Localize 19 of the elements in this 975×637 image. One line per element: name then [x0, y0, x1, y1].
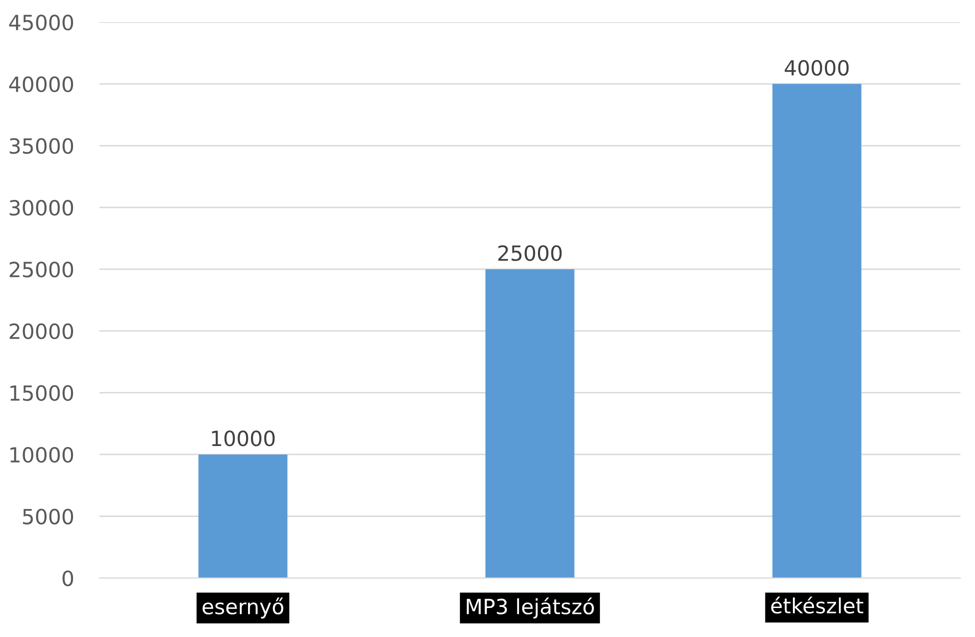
x-tick-label: étkészlet [771, 596, 864, 614]
y-tick-label: 10000 [10, 446, 74, 463]
y-tick-label: 35000 [10, 138, 74, 154]
y-tick-label: 25000 [10, 262, 74, 278]
data-label: 40000 [784, 60, 849, 76]
y-tick-label: 5000 [23, 508, 74, 524]
y-tick-label: 20000 [10, 323, 74, 340]
y-tick-label: 30000 [10, 200, 74, 216]
bar [485, 269, 574, 578]
y-tick-label: 15000 [10, 385, 74, 401]
x-tick-label: esernyő [202, 597, 284, 618]
bar [198, 454, 288, 578]
y-tick-label: 0 [62, 570, 74, 586]
data-label: 10000 [212, 430, 275, 446]
data-label: 25000 [498, 245, 562, 262]
bar [772, 84, 862, 578]
y-tick-label: 45000 [9, 14, 74, 30]
y-tick-label: 40000 [9, 76, 74, 92]
x-tick-label: MP3 lejátszó [466, 597, 594, 618]
